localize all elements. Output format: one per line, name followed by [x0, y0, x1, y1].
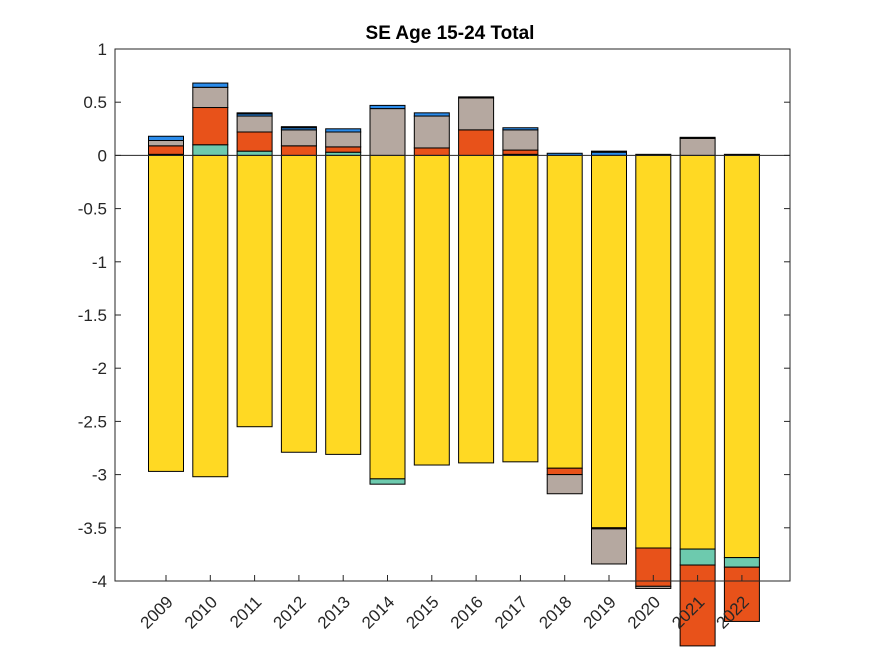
- y-tick-label: -2: [92, 359, 107, 378]
- chart-title: SE Age 15-24 Total: [366, 23, 535, 44]
- bar-segment-orange-2018: [546, 467, 583, 476]
- y-tick-label: -1: [92, 253, 107, 272]
- y-tick-label: -3.5: [78, 519, 107, 538]
- bar-segment-gray-2017: [502, 129, 539, 151]
- bar-segment-yellow-2015: [413, 154, 450, 466]
- bar-segment-teal-2014: [369, 478, 406, 485]
- x-tick-label: 2017: [491, 592, 531, 632]
- x-tick-label: 2009: [137, 592, 177, 632]
- bar-segment-yellow-2019: [591, 154, 627, 529]
- bar-segment-yellow-2021: [679, 154, 716, 550]
- bar-segment-teal-2021: [679, 548, 716, 566]
- y-tick-label: -1.5: [78, 306, 107, 325]
- x-tick-label: 2012: [270, 592, 310, 632]
- bar-segment-yellow-2009: [148, 154, 184, 472]
- y-tick-label: 0.5: [83, 93, 107, 112]
- bar-segment-teal-2022: [723, 557, 760, 568]
- bar-segment-yellow-2020: [635, 154, 672, 549]
- bar-segment-teal-2011: [236, 150, 273, 156]
- y-tick-label: -0.5: [78, 200, 107, 219]
- bar-segment-yellow-2011: [236, 154, 273, 428]
- y-tick-label: 1: [98, 40, 107, 59]
- bar-segment-yellow-2017: [502, 154, 539, 463]
- bar-segment-gray-2015: [413, 115, 450, 149]
- bar-segment-orange-2009: [148, 145, 184, 155]
- x-tick-label: 2010: [181, 592, 221, 632]
- bar-segment-gray-2020: [635, 585, 672, 589]
- bar-segment-gray-2012: [280, 129, 317, 147]
- bar-segment-yellow-2018: [546, 154, 583, 469]
- bar-segment-gray-2021: [679, 137, 716, 156]
- x-tick-label: 2015: [402, 592, 442, 632]
- bar-segment-blue-2017: [502, 127, 539, 131]
- bar-segment-gray-2018: [546, 474, 583, 495]
- bar-segment-dark-2011: [236, 112, 273, 115]
- bar-segment-blue-2013: [325, 128, 362, 133]
- x-tick-label: 2013: [314, 592, 354, 632]
- bar-segment-gray-2014: [369, 108, 406, 156]
- bar-segment-yellow-2014: [369, 154, 406, 480]
- bar-segment-gray-2013: [325, 131, 362, 148]
- bar-segment-yellow-2013: [325, 154, 362, 455]
- y-tick-label: -3: [92, 466, 107, 485]
- y-tick-label: 0: [98, 146, 107, 165]
- bar-segment-dark-2019: [591, 150, 627, 153]
- y-tick-label: -4: [92, 572, 107, 591]
- bar-segment-dark-2012: [280, 126, 317, 129]
- bar-segment-orange-2015: [413, 147, 450, 156]
- bar-segment-blue-2010: [192, 82, 229, 88]
- bar-segment-gray-2011: [236, 115, 273, 133]
- bar-segment-yellow-2012: [280, 154, 317, 453]
- bar-segment-orange-2016: [458, 129, 495, 156]
- bar-segment-orange-2012: [280, 145, 317, 156]
- bar-segment-blue-2015: [413, 112, 450, 117]
- bar-segment-orange-2013: [325, 146, 362, 153]
- x-tick-label: 2016: [447, 592, 487, 632]
- bar-segment-gray-2016: [458, 97, 495, 131]
- bar-segment-orange-2010: [192, 107, 229, 146]
- bar-segment-teal-2010: [192, 144, 229, 156]
- bar-segment-yellow-2016: [458, 154, 495, 464]
- y-tick-label: -2.5: [78, 412, 107, 431]
- bar-segment-yellow-2010: [192, 154, 229, 478]
- x-tick-label: 2014: [358, 592, 398, 632]
- bar-segment-blue-2014: [369, 104, 406, 110]
- x-tick-label: 2018: [535, 592, 575, 632]
- bar-segment-yellow-2022: [723, 154, 760, 559]
- x-tick-label: 2011: [226, 592, 265, 631]
- x-tick-label: 2020: [624, 592, 664, 632]
- x-tick-label: 2019: [580, 592, 620, 632]
- bar-segment-blue-2009: [148, 135, 184, 142]
- bar-segment-orange-2017: [502, 149, 539, 155]
- bar-segment-dark-2021: [679, 136, 716, 139]
- bar-segment-gray-2010: [192, 86, 229, 109]
- bar-segment-orange-2011: [236, 131, 273, 152]
- bar-segment-dark-2016: [458, 96, 495, 99]
- bar-segment-gray-2009: [148, 140, 184, 147]
- bar-segment-gray-2019: [591, 528, 627, 565]
